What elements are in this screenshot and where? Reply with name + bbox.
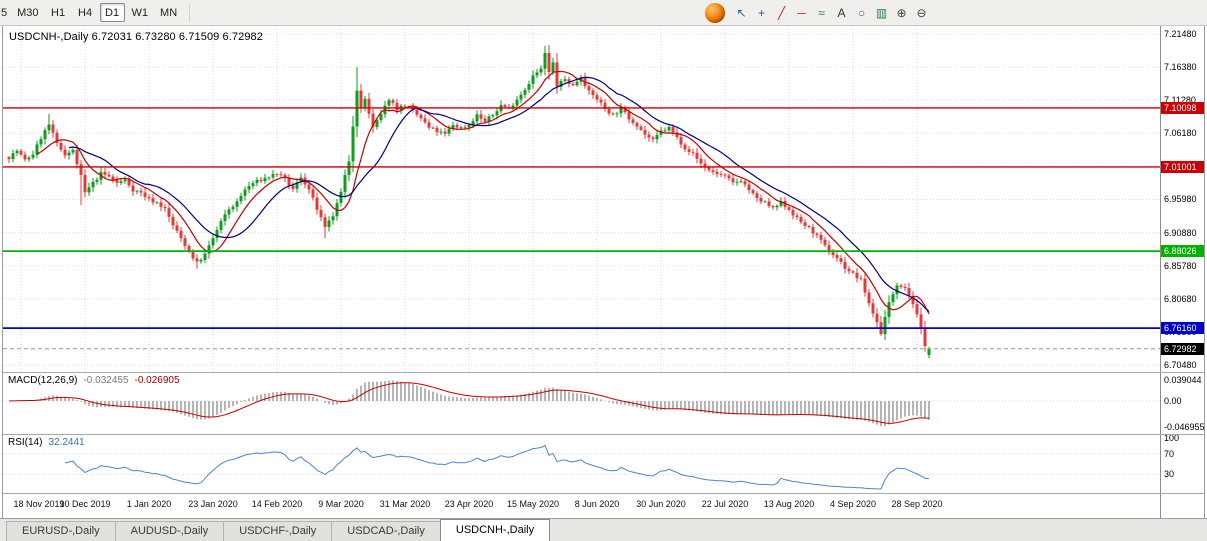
date-label: 8 Jun 2020	[574, 499, 620, 509]
price-axis-label: 7.21480	[1164, 29, 1197, 39]
zoom-in-icon[interactable]: ⊕	[896, 5, 907, 20]
price-level-badge: 6.76160	[1161, 322, 1204, 335]
date-label: 31 Mar 2020	[379, 499, 431, 509]
macd-axis-label: 0.00	[1164, 396, 1182, 407]
pane-splitter[interactable]	[3, 434, 1204, 435]
rsi-value: 32.2441	[48, 437, 85, 448]
timeframe-button-5[interactable]: 5	[1, 6, 8, 19]
tab-usdcad[interactable]: USDCAD-,Daily	[331, 521, 441, 541]
chart-window: USDCNH-,Daily 6.72031 6.73280 6.71509 6.…	[2, 26, 1205, 518]
chart-type-icon[interactable]: ▥	[875, 5, 888, 20]
rsi-name: RSI(14)	[8, 437, 43, 448]
date-label: 4 Sep 2020	[829, 499, 877, 509]
rsi-axis-label: 70	[1164, 448, 1175, 459]
timeframe-button-mn[interactable]: MN	[160, 6, 178, 19]
rsi-label: RSI(14) 32.2441	[8, 437, 85, 448]
shapes-icon[interactable]: ○	[857, 5, 866, 20]
price-axis-label: 7.06180	[1164, 128, 1197, 139]
horizontal-line-icon[interactable]: ─	[797, 5, 806, 20]
text-label-icon[interactable]: A	[837, 5, 846, 20]
price-level-badge: 6.72982	[1161, 342, 1204, 355]
time-axis[interactable]: 18 Nov 2019 10 Dec 2019 1 Jan 2020 23 Jan 2…	[3, 494, 1160, 518]
pane-splitter[interactable]	[3, 493, 1204, 494]
app-logo-icon[interactable]	[705, 3, 725, 23]
rsi-chart-svg[interactable]	[3, 435, 1160, 493]
price-level-badge: 7.01001	[1161, 160, 1204, 173]
macd-axis-label: -0.046955	[1164, 421, 1205, 432]
macd-axis-label: 0.039044	[1164, 374, 1202, 385]
macd-signal-value: -0.026905	[134, 375, 180, 386]
pane-splitter[interactable]	[3, 372, 1204, 373]
macd-main-value: -0.032455	[83, 375, 129, 386]
price-axis-label: 6.95980	[1164, 194, 1197, 205]
date-label: 18 Nov 2019	[13, 499, 65, 509]
rsi-axis-label: 100	[1164, 433, 1180, 443]
tab-usdcnh[interactable]: USDCNH-,Daily	[439, 519, 551, 541]
date-label: 30 Jun 2020	[636, 499, 686, 509]
price-axis-label: 6.70480	[1164, 359, 1197, 370]
rsi-axis-label: 30	[1164, 469, 1175, 480]
timeframe-button-h1[interactable]: H1	[51, 6, 66, 19]
chart-plot-area: USDCNH-,Daily 6.72031 6.73280 6.71509 6.…	[3, 26, 1160, 518]
price-axis-label: 6.85780	[1164, 260, 1197, 271]
date-label: 23 Apr 2020	[444, 499, 494, 509]
top-toolbar: 5 M30 H1 H4 D1 W1 MN ↖ + ╱ ─ ≈ A ○ ▥ ⊕ ⊖	[0, 0, 1207, 26]
tab-audusd[interactable]: AUDUSD-,Daily	[114, 521, 225, 541]
zoom-out-icon[interactable]: ⊖	[916, 5, 927, 20]
timeframe-toolbar: 5 M30 H1 H4 D1 W1 MN	[0, 0, 183, 25]
timeframe-button-w1[interactable]: W1	[131, 6, 149, 19]
date-label: 15 May 2020	[506, 499, 560, 509]
date-label: 10 Dec 2019	[59, 499, 111, 509]
date-label: 13 Aug 2020	[763, 499, 815, 509]
cursor-icon[interactable]: ↖	[736, 5, 747, 20]
toolbar-icons: ↖ + ╱ ─ ≈ A ○ ▥ ⊕ ⊖	[705, 2, 930, 24]
crosshair-icon[interactable]: +	[757, 5, 765, 20]
price-axis-label: 6.80680	[1164, 293, 1197, 304]
symbol-tab-bar: EURUSD-,Daily AUDUSD-,Daily USDCHF-,Daily U…	[0, 518, 1207, 541]
timeframe-button-d1[interactable]: D1	[99, 3, 125, 22]
tab-usdchf[interactable]: USDCHF-,Daily	[223, 521, 333, 541]
price-axis-label: 6.90880	[1164, 227, 1197, 238]
price-axis-label: 7.16380	[1164, 62, 1197, 73]
trendline-icon[interactable]: ╱	[777, 5, 786, 20]
price-level-badge: 6.88026	[1161, 245, 1204, 258]
date-label: 28 Sep 2020	[891, 499, 943, 509]
date-label: 14 Feb 2020	[251, 499, 303, 509]
macd-label: MACD(12,26,9) -0.032455 -0.026905	[8, 375, 180, 386]
timeframe-button-h4[interactable]: H4	[78, 6, 93, 19]
date-label: 23 Jan 2020	[188, 499, 238, 509]
toolbar-separator	[189, 3, 191, 22]
date-label: 9 Mar 2020	[318, 499, 364, 509]
fibonacci-icon[interactable]: ≈	[818, 5, 825, 20]
price-axis[interactable]: 7.214807.163807.112807.061807.010806.959…	[1160, 26, 1205, 518]
macd-chart-svg[interactable]	[3, 373, 1160, 434]
candlestick-chart-svg[interactable]	[3, 26, 1160, 372]
date-label: 22 Jul 2020	[701, 499, 749, 509]
macd-name: MACD(12,26,9)	[8, 375, 78, 386]
tab-eurusd[interactable]: EURUSD-,Daily	[6, 521, 116, 541]
chart-title: USDCNH-,Daily 6.72031 6.73280 6.71509 6.…	[9, 31, 263, 43]
price-level-badge: 7.10098	[1161, 101, 1204, 114]
price-axis-label: 7.11280	[1164, 95, 1196, 106]
timeframe-button-m30[interactable]: M30	[17, 6, 39, 19]
date-label: 1 Jan 2020	[126, 499, 172, 509]
